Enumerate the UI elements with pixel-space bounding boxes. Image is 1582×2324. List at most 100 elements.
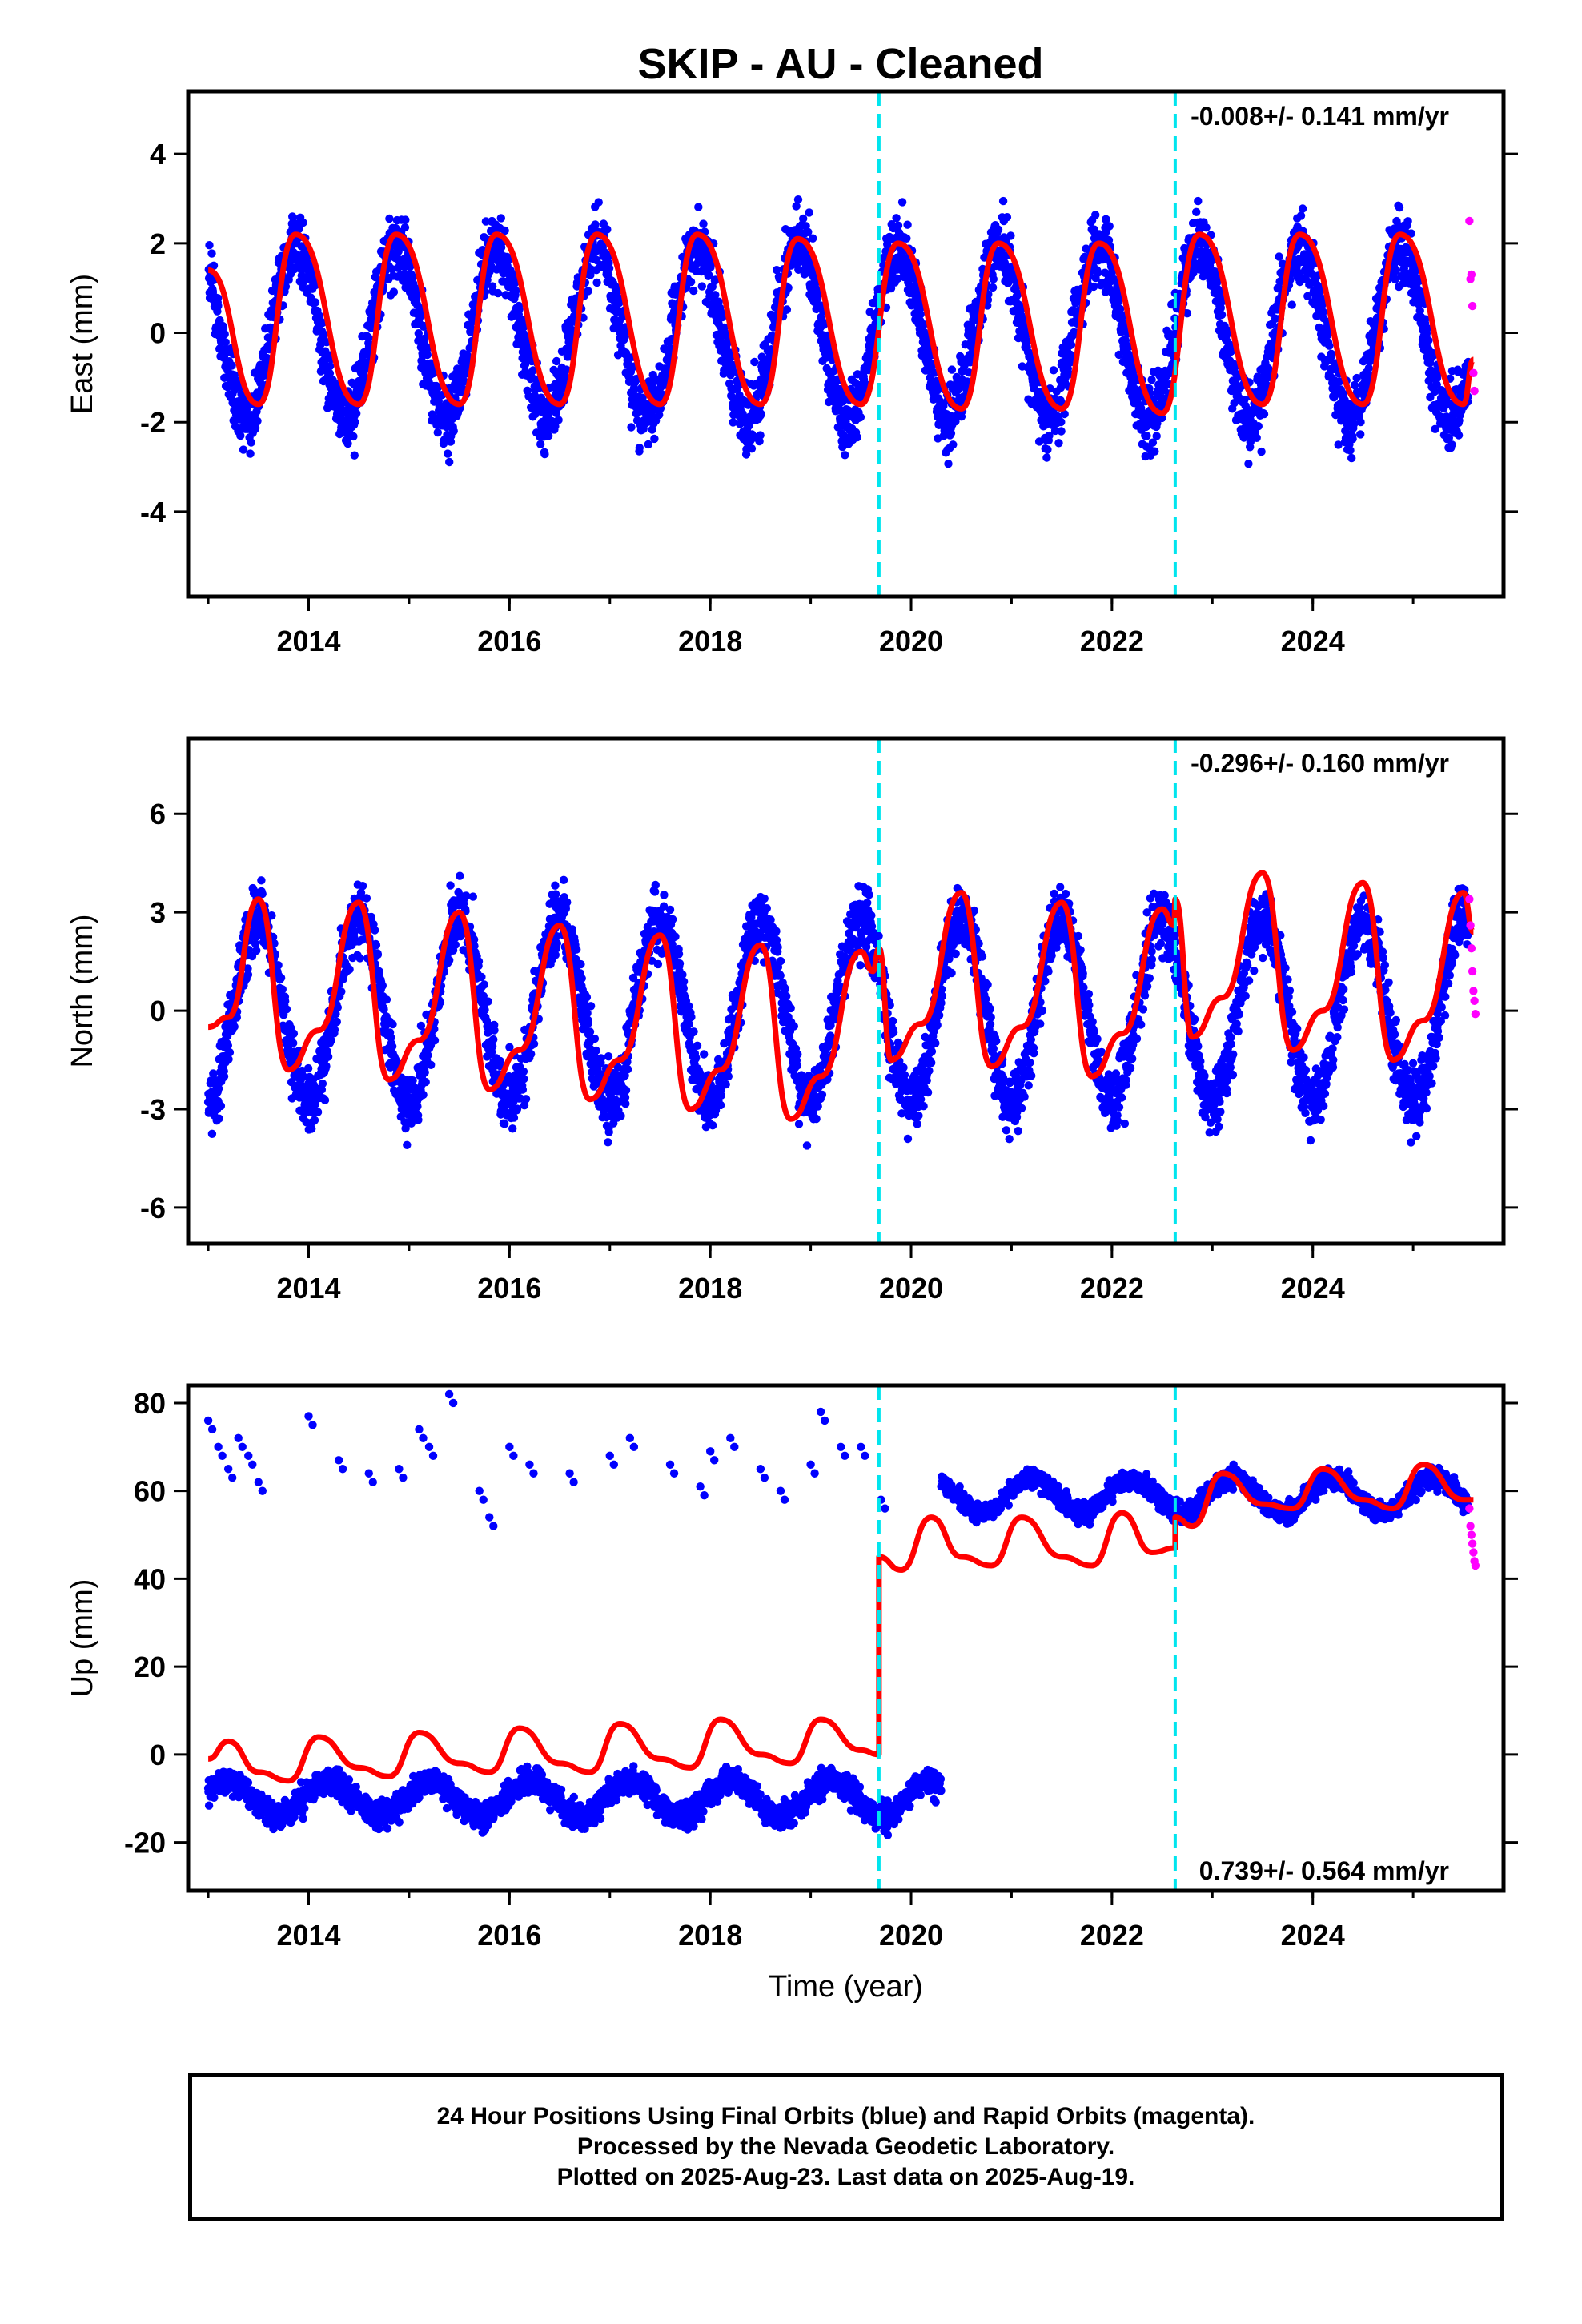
- data-point: [214, 301, 223, 311]
- data-point: [1298, 204, 1307, 213]
- data-point: [604, 263, 614, 273]
- data-point: [1042, 453, 1051, 462]
- data-point: [1043, 445, 1052, 454]
- data-point: [318, 1079, 327, 1088]
- data-point: [747, 444, 757, 453]
- data-point: [358, 882, 367, 891]
- data-point: [510, 279, 520, 287]
- data-point: [591, 220, 600, 229]
- rapid-point: [1465, 216, 1474, 226]
- data-point: [594, 198, 603, 207]
- data-point: [1142, 432, 1151, 440]
- data-point: [1275, 277, 1284, 286]
- data-point: [216, 1101, 226, 1111]
- data-point: [1244, 460, 1253, 468]
- data-point: [520, 360, 530, 369]
- data-point: [650, 434, 659, 444]
- data-point: [387, 1042, 397, 1051]
- data-point: [998, 196, 1008, 206]
- data-point: [793, 195, 803, 204]
- data-point: [422, 1010, 431, 1019]
- data-point: [603, 225, 612, 234]
- data-point: [1114, 350, 1123, 360]
- data-point: [1153, 419, 1162, 428]
- y-tick-label: -4: [140, 496, 166, 529]
- data-point: [1192, 207, 1201, 216]
- data-point: [1050, 426, 1060, 436]
- data-point: [988, 283, 998, 292]
- data-point: [414, 1116, 423, 1124]
- data-point: [205, 241, 214, 250]
- data-point: [635, 444, 644, 452]
- data-point: [282, 1005, 291, 1014]
- data-point: [325, 369, 335, 378]
- data-point: [536, 440, 545, 448]
- data-point: [288, 213, 297, 222]
- data-point: [343, 439, 352, 448]
- data-point: [446, 881, 455, 890]
- data-layer-east: [204, 195, 1479, 468]
- data-point: [421, 1077, 430, 1087]
- data-point: [1303, 292, 1312, 300]
- data-point: [1447, 440, 1456, 449]
- data-point: [1189, 268, 1198, 278]
- data-point: [220, 330, 229, 339]
- data-point: [224, 1055, 233, 1064]
- data-point: [236, 431, 245, 440]
- data-point: [705, 271, 713, 279]
- data-point: [371, 926, 379, 935]
- data-point: [893, 221, 903, 230]
- data-point: [544, 432, 553, 440]
- data-point: [1444, 433, 1454, 443]
- data-point: [257, 876, 266, 885]
- data-point: [552, 356, 561, 366]
- data-point: [1158, 413, 1166, 423]
- data-point: [352, 409, 361, 418]
- data-point: [456, 871, 464, 880]
- y-tick-label: -2: [140, 406, 166, 439]
- data-point: [423, 350, 432, 360]
- data-point: [221, 338, 230, 347]
- data-point: [258, 889, 267, 899]
- data-point: [949, 440, 958, 449]
- data-point: [540, 449, 549, 459]
- data-point: [714, 297, 723, 306]
- data-point: [239, 445, 248, 454]
- x-tick-label: 2018: [678, 625, 742, 657]
- data-point: [644, 440, 652, 449]
- data-point: [1057, 427, 1066, 436]
- data-point: [782, 305, 792, 314]
- data-point: [856, 412, 865, 422]
- data-point: [1287, 300, 1296, 309]
- data-point: [349, 432, 358, 441]
- data-point: [351, 417, 359, 427]
- x-tick-label: 2020: [879, 625, 943, 657]
- data-point: [307, 1124, 316, 1133]
- data-point: [330, 1025, 339, 1035]
- data-point: [1315, 323, 1323, 332]
- data-point: [243, 970, 253, 979]
- data-point: [1327, 349, 1336, 358]
- data-point: [1254, 422, 1263, 431]
- data-point: [1347, 453, 1356, 463]
- data-point: [584, 287, 592, 296]
- data-point: [1257, 447, 1266, 456]
- data-point: [773, 266, 781, 275]
- data-point: [1315, 285, 1324, 294]
- data-point: [276, 973, 286, 983]
- data-point: [463, 352, 472, 361]
- data-point: [1334, 440, 1343, 449]
- data-point: [289, 1029, 299, 1038]
- data-point: [253, 416, 262, 425]
- data-point: [403, 1140, 412, 1150]
- data-point: [1102, 215, 1110, 224]
- data-point: [805, 208, 813, 217]
- data-point: [756, 431, 765, 440]
- rapid-point: [1468, 301, 1477, 311]
- data-point: [379, 1005, 388, 1014]
- data-point: [378, 981, 387, 991]
- data-point: [295, 224, 303, 234]
- data-point: [433, 384, 442, 392]
- data-point: [419, 1090, 428, 1100]
- data-point: [429, 368, 438, 378]
